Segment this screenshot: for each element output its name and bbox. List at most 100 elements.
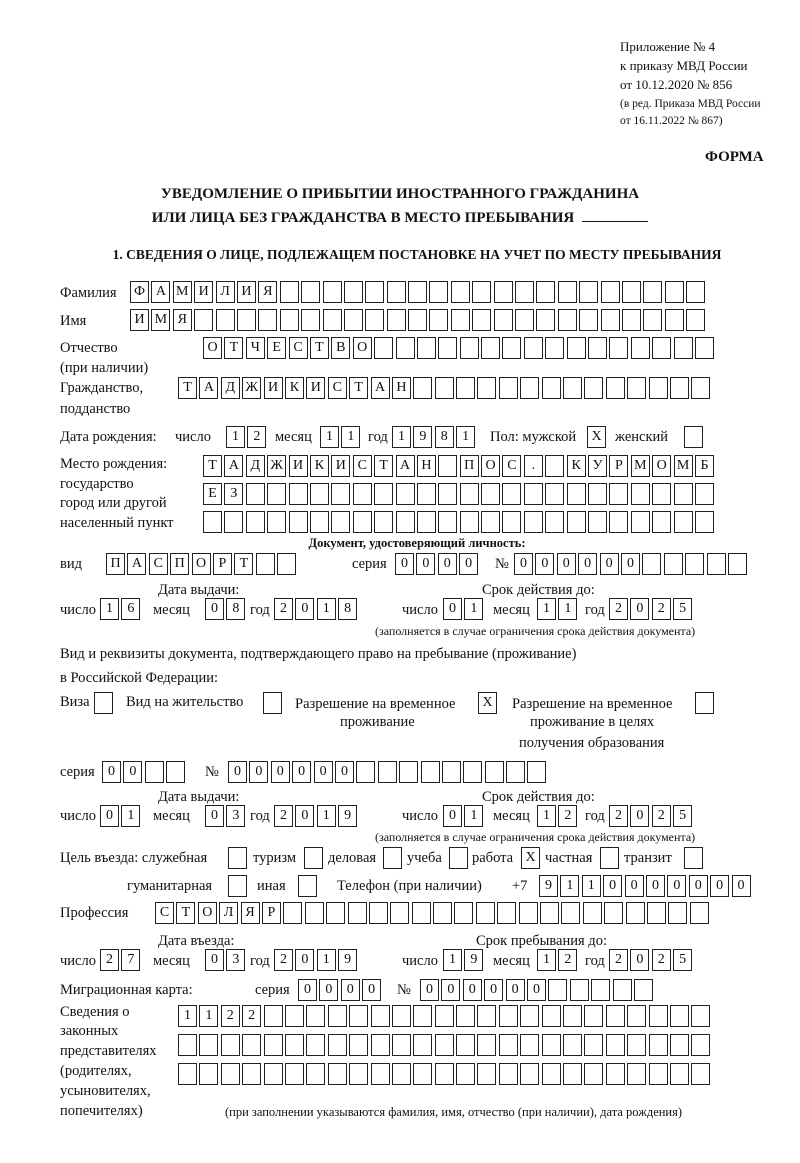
char-cell[interactable] bbox=[484, 761, 504, 783]
char-cell[interactable] bbox=[472, 309, 492, 331]
char-cell[interactable]: Е bbox=[267, 337, 287, 359]
char-cell[interactable] bbox=[377, 761, 397, 783]
char-cell[interactable]: 0 bbox=[630, 805, 650, 827]
char-cell[interactable] bbox=[420, 761, 440, 783]
char-cell[interactable]: К bbox=[284, 377, 304, 399]
char-cell[interactable]: 0 bbox=[630, 949, 650, 971]
char-cell[interactable]: 0 bbox=[688, 875, 708, 897]
char-cell[interactable] bbox=[582, 902, 602, 924]
char-cell[interactable]: Т bbox=[176, 902, 196, 924]
char-cell[interactable] bbox=[434, 1063, 454, 1085]
char-cell[interactable]: 9 bbox=[413, 426, 433, 448]
char-cell[interactable]: 0 bbox=[292, 761, 312, 783]
char-cell[interactable]: 0 bbox=[514, 553, 533, 575]
char-cell[interactable] bbox=[178, 1063, 197, 1085]
char-cell[interactable] bbox=[621, 281, 641, 303]
char-cell[interactable] bbox=[144, 761, 164, 783]
char-cell[interactable] bbox=[263, 1063, 283, 1085]
char-cell[interactable]: 0 bbox=[441, 979, 461, 1001]
char-cell[interactable]: Л bbox=[219, 902, 239, 924]
char-cell[interactable] bbox=[477, 1063, 497, 1085]
char-cell[interactable]: О bbox=[197, 902, 217, 924]
char-cell[interactable] bbox=[481, 511, 501, 533]
char-cell[interactable]: 0 bbox=[249, 761, 269, 783]
char-cell[interactable] bbox=[563, 1034, 583, 1056]
char-cell[interactable] bbox=[493, 309, 513, 331]
char-cell[interactable] bbox=[352, 511, 372, 533]
char-cell[interactable] bbox=[588, 511, 608, 533]
char-cell[interactable] bbox=[456, 377, 476, 399]
purpose-tourism-checkbox[interactable] bbox=[304, 847, 325, 869]
char-cell[interactable] bbox=[279, 281, 299, 303]
char-cell[interactable] bbox=[669, 377, 689, 399]
char-cell[interactable] bbox=[648, 1034, 668, 1056]
char-cell[interactable] bbox=[664, 281, 684, 303]
char-cell[interactable] bbox=[625, 902, 645, 924]
char-cell[interactable] bbox=[284, 1034, 304, 1056]
char-cell[interactable] bbox=[370, 1034, 390, 1056]
char-cell[interactable]: 5 bbox=[673, 805, 693, 827]
char-cell[interactable] bbox=[263, 692, 282, 714]
char-cell[interactable]: Т bbox=[349, 377, 369, 399]
purpose-study-checkbox[interactable] bbox=[449, 847, 470, 869]
char-cell[interactable] bbox=[416, 511, 436, 533]
char-cell[interactable]: 0 bbox=[667, 875, 687, 897]
char-cell[interactable] bbox=[416, 337, 436, 359]
char-cell[interactable] bbox=[523, 511, 543, 533]
residence-permit-checkbox[interactable] bbox=[263, 692, 284, 714]
char-cell[interactable] bbox=[459, 483, 479, 505]
char-cell[interactable] bbox=[691, 1034, 711, 1056]
char-cell[interactable]: 0 bbox=[270, 761, 290, 783]
char-cell[interactable]: О bbox=[481, 455, 501, 477]
char-cell[interactable] bbox=[584, 1005, 604, 1027]
char-cell[interactable] bbox=[563, 1063, 583, 1085]
char-cell[interactable]: 8 bbox=[226, 598, 246, 620]
char-cell[interactable] bbox=[236, 309, 256, 331]
char-cell[interactable] bbox=[588, 337, 608, 359]
char-cell[interactable] bbox=[506, 761, 526, 783]
char-cell[interactable] bbox=[609, 337, 629, 359]
char-cell[interactable]: 2 bbox=[100, 949, 119, 971]
representatives-field-2[interactable] bbox=[178, 1034, 713, 1056]
char-cell[interactable]: Ж bbox=[242, 377, 262, 399]
char-cell[interactable] bbox=[498, 1063, 518, 1085]
char-cell[interactable]: 8 bbox=[338, 598, 358, 620]
char-cell[interactable] bbox=[627, 1063, 647, 1085]
char-cell[interactable] bbox=[566, 511, 586, 533]
char-cell[interactable] bbox=[434, 1034, 454, 1056]
char-cell[interactable] bbox=[520, 377, 540, 399]
char-cell[interactable]: О bbox=[652, 455, 672, 477]
char-cell[interactable]: 0 bbox=[710, 875, 730, 897]
char-cell[interactable] bbox=[579, 309, 599, 331]
char-cell[interactable] bbox=[343, 281, 363, 303]
char-cell[interactable]: 0 bbox=[484, 979, 504, 1001]
char-cell[interactable] bbox=[368, 902, 388, 924]
char-cell[interactable]: 0 bbox=[123, 761, 143, 783]
char-cell[interactable] bbox=[652, 511, 672, 533]
char-cell[interactable] bbox=[374, 511, 394, 533]
char-cell[interactable] bbox=[429, 309, 449, 331]
char-cell[interactable] bbox=[609, 483, 629, 505]
char-cell[interactable]: 0 bbox=[395, 553, 414, 575]
char-cell[interactable] bbox=[438, 337, 458, 359]
char-cell[interactable] bbox=[685, 553, 705, 575]
visa-checkbox[interactable] bbox=[94, 692, 115, 714]
purpose-other-checkbox[interactable] bbox=[298, 875, 319, 897]
sex-female-checkbox[interactable] bbox=[684, 426, 705, 448]
char-cell[interactable]: 0 bbox=[295, 949, 315, 971]
char-cell[interactable] bbox=[365, 281, 385, 303]
char-cell[interactable]: 9 bbox=[539, 875, 558, 897]
char-cell[interactable] bbox=[563, 1005, 583, 1027]
char-cell[interactable] bbox=[557, 281, 577, 303]
char-cell[interactable] bbox=[352, 483, 372, 505]
char-cell[interactable] bbox=[416, 483, 436, 505]
char-cell[interactable] bbox=[429, 281, 449, 303]
purpose-work-checkbox[interactable]: X bbox=[521, 847, 542, 869]
